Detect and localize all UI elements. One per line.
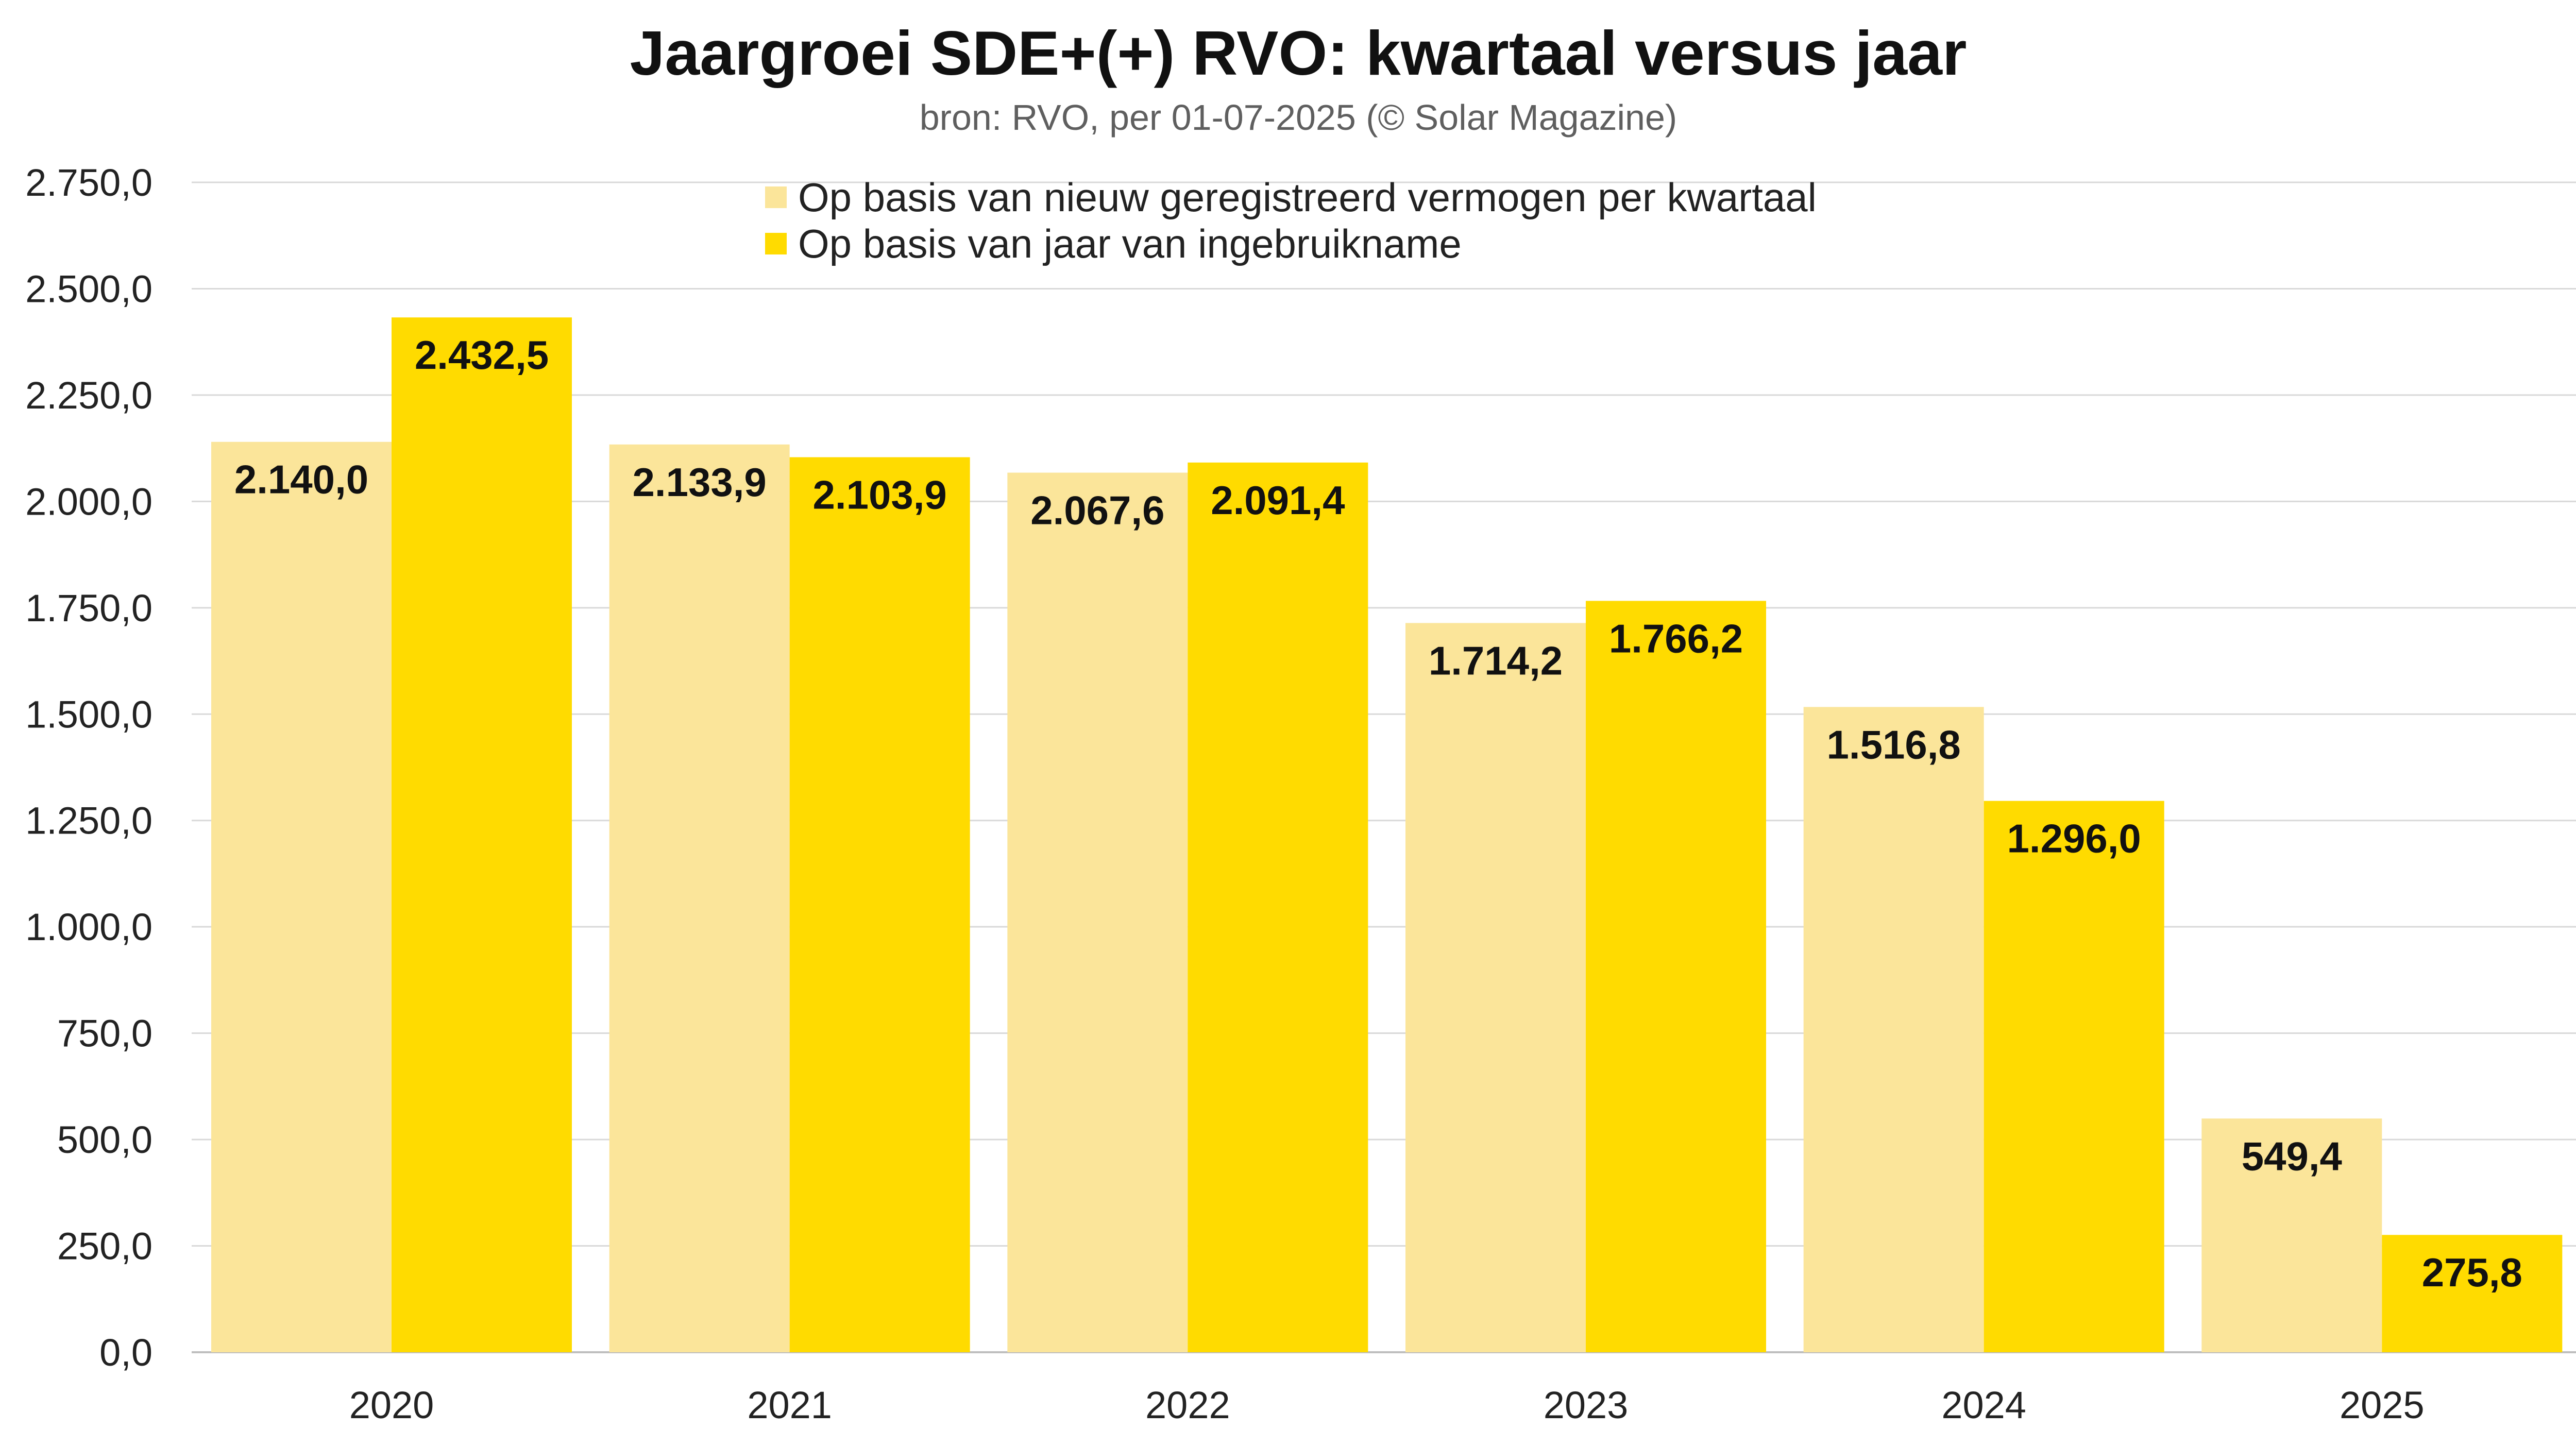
x-tick-label: 2020 <box>349 1384 434 1426</box>
bar-jaar-2024 <box>1984 801 2164 1352</box>
bar-kwartaal-2020 <box>211 441 392 1353</box>
data-label-kwartaal-2021: 2.133,9 <box>633 460 767 505</box>
bar-jaar-2023 <box>1586 601 1766 1352</box>
bar-kwartaal-2025 <box>2201 1118 2382 1352</box>
x-tick-label: 2021 <box>747 1384 832 1426</box>
y-tick-label: 1.500,0 <box>25 693 152 736</box>
x-tick-label: 2022 <box>1145 1384 1230 1426</box>
data-label-kwartaal-2022: 2.067,6 <box>1030 488 1164 533</box>
data-label-jaar-2021: 2.103,9 <box>813 472 947 518</box>
y-tick-label: 1.250,0 <box>25 799 152 842</box>
data-label-jaar-2020: 2.432,5 <box>415 332 549 378</box>
y-tick-label: 2.750,0 <box>25 161 152 204</box>
bar-kwartaal-2021 <box>609 444 790 1352</box>
bar-kwartaal-2024 <box>1803 707 1984 1352</box>
data-label-kwartaal-2025: 549,4 <box>2242 1133 2342 1179</box>
x-tick-label: 2023 <box>1544 1384 1629 1426</box>
y-tick-label: 2.000,0 <box>25 480 152 523</box>
chart-title: Jaargroei SDE+(+) RVO: kwartaal versus j… <box>630 18 1967 88</box>
legend-swatch-kwartaal <box>765 186 787 208</box>
data-label-jaar-2022: 2.091,4 <box>1211 478 1345 523</box>
legend-label-kwartaal: Op basis van nieuw geregistreerd vermoge… <box>798 175 1817 220</box>
y-tick-label: 750,0 <box>57 1012 152 1055</box>
data-labels: 2.140,0 2.432,5 2.133,9 2.103,9 2.067,6 2.091… <box>234 332 2522 1295</box>
gridlines <box>192 181 2576 1353</box>
x-axis-ticks: 2020 2021 2022 2023 2024 2025 <box>349 1384 2425 1426</box>
y-tick-label: 2.500,0 <box>25 267 152 310</box>
y-tick-label: 250,0 <box>57 1225 152 1268</box>
y-tick-label: 2.250,0 <box>25 374 152 417</box>
data-label-jaar-2024: 1.296,0 <box>2007 816 2141 861</box>
data-label-kwartaal-2020: 2.140,0 <box>234 457 368 502</box>
bar-kwartaal-2023 <box>1405 623 1586 1352</box>
x-tick-label: 2024 <box>1941 1384 2026 1426</box>
bar-jaar-2021 <box>789 457 970 1352</box>
y-tick-label: 500,0 <box>57 1118 152 1161</box>
y-tick-label: 1.000,0 <box>25 906 152 948</box>
data-label-kwartaal-2023: 1.714,2 <box>1429 638 1563 683</box>
bar-jaar-2022 <box>1188 462 1368 1353</box>
bar-jaar-2020 <box>392 317 572 1352</box>
data-label-jaar-2023: 1.766,2 <box>1609 616 1743 661</box>
x-tick-label: 2025 <box>2340 1384 2425 1426</box>
legend: Op basis van nieuw geregistreerd vermoge… <box>765 175 1817 266</box>
y-tick-label: 0,0 <box>99 1331 152 1374</box>
y-tick-label: 1.750,0 <box>25 587 152 630</box>
bar-kwartaal-2022 <box>1007 472 1188 1352</box>
chart-subtitle: bron: RVO, per 01-07-2025 (© Solar Magaz… <box>920 97 1677 138</box>
data-label-kwartaal-2024: 1.516,8 <box>1827 722 1961 767</box>
bar-jaar-2025 <box>2382 1235 2563 1352</box>
legend-label-jaar: Op basis van jaar van ingebruikname <box>798 221 1462 266</box>
legend-swatch-jaar <box>765 233 787 254</box>
bar-series <box>211 317 2563 1353</box>
data-label-jaar-2025: 275,8 <box>2422 1250 2522 1295</box>
y-axis-ticks: 0,0 250,0 500,0 750,0 1.000,0 1.250,0 1.500,0 1… <box>25 161 152 1374</box>
